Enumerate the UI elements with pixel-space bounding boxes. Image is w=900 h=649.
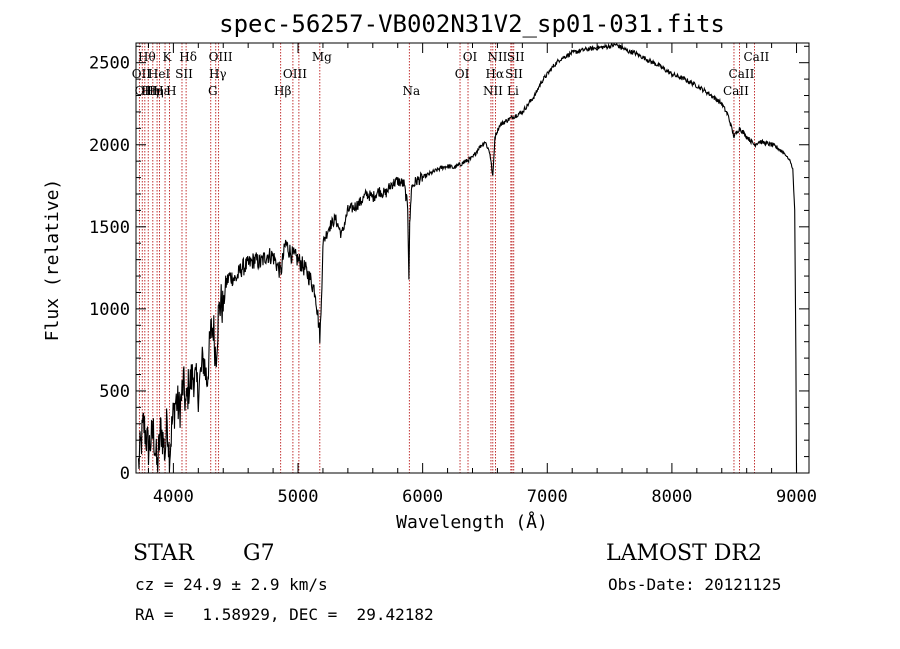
chart-title: spec-56257-VB002N31V2_sp01-031.fits (219, 10, 725, 38)
x-tick-label: 7000 (527, 487, 568, 507)
marker-label: Hθ (138, 50, 156, 64)
obs-date: Obs-Date: 20121125 (608, 575, 781, 594)
marker-label: NII (483, 84, 503, 98)
marker-label: Mg (312, 50, 332, 64)
y-axis-label: Flux (relative) (42, 179, 63, 342)
marker-label: OIII (283, 67, 307, 81)
line-markers (138, 43, 755, 473)
y-tick-label: 1500 (89, 218, 130, 238)
marker-label: OII (135, 84, 155, 98)
plot-frame (135, 42, 810, 474)
marker-label: Hα (486, 67, 505, 81)
x-tick-label: 4000 (153, 487, 194, 507)
coordinates: RA = 1.58929, DEC = 29.42182 (135, 605, 434, 624)
marker-label: OIII (209, 50, 233, 64)
marker-label: Li (507, 84, 519, 98)
x-tick-label: 6000 (402, 487, 443, 507)
marker-label: OII (132, 67, 152, 81)
y-tick-label: 500 (99, 382, 130, 402)
marker-label: CaII (743, 50, 769, 64)
marker-label: Na (402, 84, 420, 98)
marker-label: H (166, 84, 176, 98)
marker-label: Hη (146, 84, 164, 98)
y-tick-label: 2500 (89, 54, 130, 74)
marker-label: SII (175, 67, 193, 81)
survey-name: LAMOST DR2 (606, 541, 762, 566)
object-class: STAR (133, 541, 195, 566)
marker-label: Hη (141, 84, 159, 98)
marker-label: Hε (153, 84, 170, 98)
x-tick-label: 8000 (651, 487, 692, 507)
x-tick-label: 5000 (278, 487, 319, 507)
x-tick-label: 9000 (776, 487, 817, 507)
marker-label: CaII (729, 67, 755, 81)
marker-label: K (163, 50, 173, 64)
marker-label: G (208, 84, 218, 98)
marker-label: SII (507, 50, 525, 64)
marker-label: OI (455, 67, 470, 81)
marker-label: NII (487, 50, 507, 64)
x-axis: 4000 5000 6000 7000 8000 9000 (147, 43, 817, 507)
marker-label: Hδ (179, 50, 197, 64)
x-axis-label: Wavelength (Å) (396, 511, 548, 533)
marker-label: Hγ (209, 67, 227, 81)
marker-label: SII (505, 67, 523, 81)
y-axis: 0 500 1000 1500 2000 2500 (89, 45, 809, 484)
object-subclass: G7 (243, 541, 275, 566)
spectrum-line (137, 42, 798, 473)
marker-label: CaII (723, 84, 749, 98)
y-tick-label: 1000 (89, 300, 130, 320)
marker-label: HeI (148, 67, 171, 81)
y-tick-label: 2000 (89, 136, 130, 156)
marker-label: OI (463, 50, 478, 64)
y-tick-label: 0 (120, 464, 130, 484)
redshift-text: cz = 24.9 ± 2.9 km/s (135, 575, 328, 594)
marker-label: Hβ (274, 84, 291, 98)
